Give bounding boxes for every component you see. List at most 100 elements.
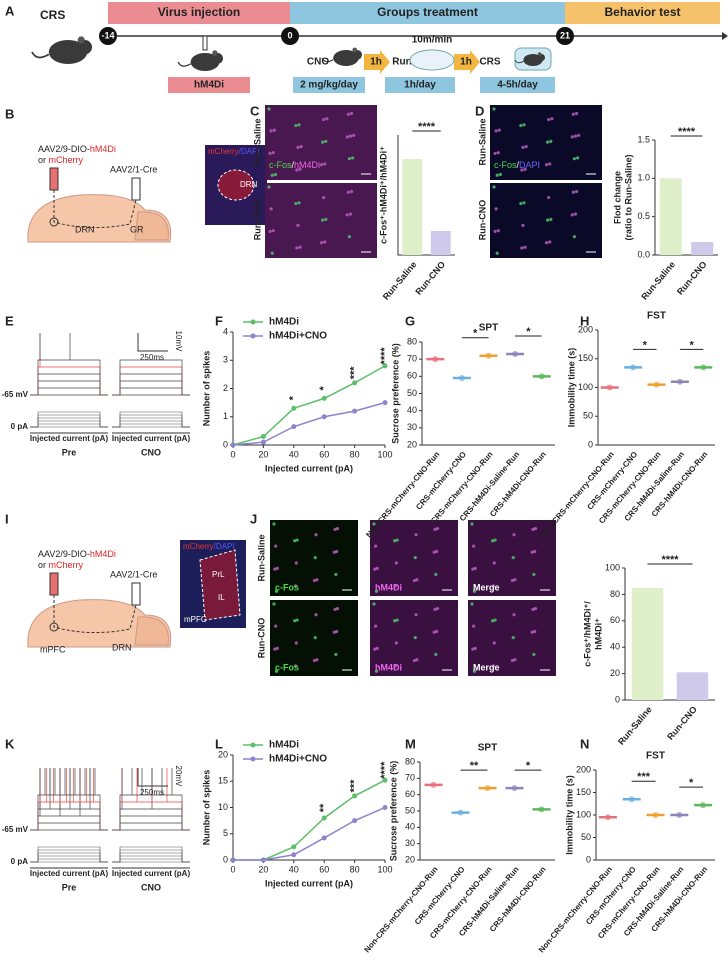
point bbox=[382, 400, 388, 406]
cell bbox=[395, 618, 399, 622]
panel-letter: C bbox=[250, 103, 260, 118]
y-tick-label: 40 bbox=[407, 405, 417, 415]
mean-dot bbox=[700, 802, 707, 809]
significance: * bbox=[473, 328, 478, 340]
y-tick-label: 15 bbox=[218, 776, 228, 786]
scale-bar bbox=[137, 768, 168, 787]
cell bbox=[415, 578, 419, 582]
step-arrow bbox=[364, 50, 390, 74]
voltage-trace bbox=[112, 768, 190, 831]
syringe bbox=[131, 582, 141, 606]
stain: / bbox=[517, 160, 520, 170]
day-marker bbox=[99, 27, 117, 45]
y-tick-label: 20 bbox=[610, 668, 620, 678]
significance: *** bbox=[349, 779, 361, 793]
bar bbox=[659, 178, 682, 255]
x-tick-label: 80 bbox=[350, 449, 360, 459]
y-tick-label: 50 bbox=[405, 805, 415, 815]
cell bbox=[533, 526, 538, 531]
cell bbox=[270, 251, 274, 255]
x-tick-label: CRS-mCherry-CNO bbox=[414, 450, 468, 512]
step-arrow bbox=[454, 50, 480, 74]
cell bbox=[314, 613, 318, 617]
cell bbox=[297, 123, 301, 127]
mouse-icon bbox=[177, 50, 223, 71]
voltage-trace bbox=[112, 822, 190, 831]
label: GR bbox=[130, 224, 144, 234]
x-axis-label: Injected current (pA) bbox=[265, 463, 353, 473]
point bbox=[352, 408, 358, 414]
mouse-body bbox=[48, 40, 88, 64]
cell bbox=[531, 527, 535, 531]
label: c-Fos bbox=[275, 582, 299, 592]
mouse-icon bbox=[514, 52, 545, 66]
cell bbox=[546, 218, 550, 222]
cell bbox=[574, 189, 579, 194]
bar bbox=[631, 587, 664, 700]
panel-letter: I bbox=[5, 511, 9, 526]
label: 1h bbox=[370, 57, 382, 68]
cell bbox=[548, 240, 552, 244]
voltage-trace bbox=[112, 373, 190, 396]
y-tick-label: 50 bbox=[581, 832, 591, 842]
bar bbox=[691, 241, 714, 255]
y-tick-label: 10 bbox=[218, 802, 228, 812]
point bbox=[382, 777, 388, 783]
y-tick-label: 60 bbox=[405, 789, 415, 799]
cell bbox=[531, 607, 535, 611]
cell bbox=[395, 538, 399, 542]
point bbox=[260, 434, 266, 440]
mean-dot bbox=[511, 785, 518, 792]
cell bbox=[315, 578, 319, 582]
cell bbox=[572, 235, 577, 239]
x-tick-label: 60 bbox=[319, 864, 329, 874]
cell bbox=[295, 618, 299, 622]
significance: * bbox=[643, 339, 648, 351]
point bbox=[260, 439, 266, 445]
x-tick-label: Run-Saline bbox=[639, 259, 677, 301]
micrograph bbox=[490, 105, 602, 180]
label: DRN bbox=[112, 642, 132, 652]
cell bbox=[471, 647, 475, 651]
voltage-trace bbox=[30, 373, 108, 396]
cell bbox=[335, 526, 340, 531]
cell bbox=[296, 223, 300, 227]
cell bbox=[315, 658, 319, 662]
cell bbox=[472, 544, 476, 548]
phase-bar bbox=[565, 2, 720, 24]
cell bbox=[523, 245, 527, 249]
panel-letter: M bbox=[405, 736, 416, 751]
cell bbox=[495, 173, 499, 177]
point bbox=[321, 835, 327, 841]
cell bbox=[577, 133, 581, 137]
significance: **** bbox=[661, 554, 679, 566]
cell bbox=[374, 669, 379, 673]
y-tick-label: 0 bbox=[223, 439, 228, 449]
voltage-trace bbox=[30, 387, 108, 396]
cell bbox=[415, 658, 419, 662]
cell bbox=[414, 533, 418, 537]
cell bbox=[546, 140, 550, 144]
cell bbox=[473, 646, 477, 650]
label: 4-5h/day bbox=[497, 80, 538, 91]
point bbox=[321, 414, 327, 420]
label: 2 mg/kg/day bbox=[300, 80, 358, 91]
cell bbox=[473, 566, 477, 570]
cell bbox=[549, 139, 553, 143]
label: IL bbox=[218, 593, 225, 602]
legend-label: hM4Di+CNO bbox=[269, 331, 327, 342]
cell bbox=[496, 151, 500, 155]
x-tick-label: 100 bbox=[377, 449, 392, 459]
cell bbox=[345, 213, 349, 217]
label: 10m/min bbox=[412, 35, 453, 46]
panel-letter: J bbox=[250, 511, 257, 526]
mouse-ear bbox=[212, 50, 218, 56]
point bbox=[382, 363, 388, 369]
chart-title: SPT bbox=[479, 323, 498, 334]
current-step bbox=[112, 411, 190, 428]
x-tick-label: 0 bbox=[230, 864, 235, 874]
cell bbox=[511, 556, 515, 560]
box bbox=[293, 77, 365, 93]
mouse-head bbox=[352, 50, 362, 60]
mean-dot bbox=[512, 351, 519, 358]
